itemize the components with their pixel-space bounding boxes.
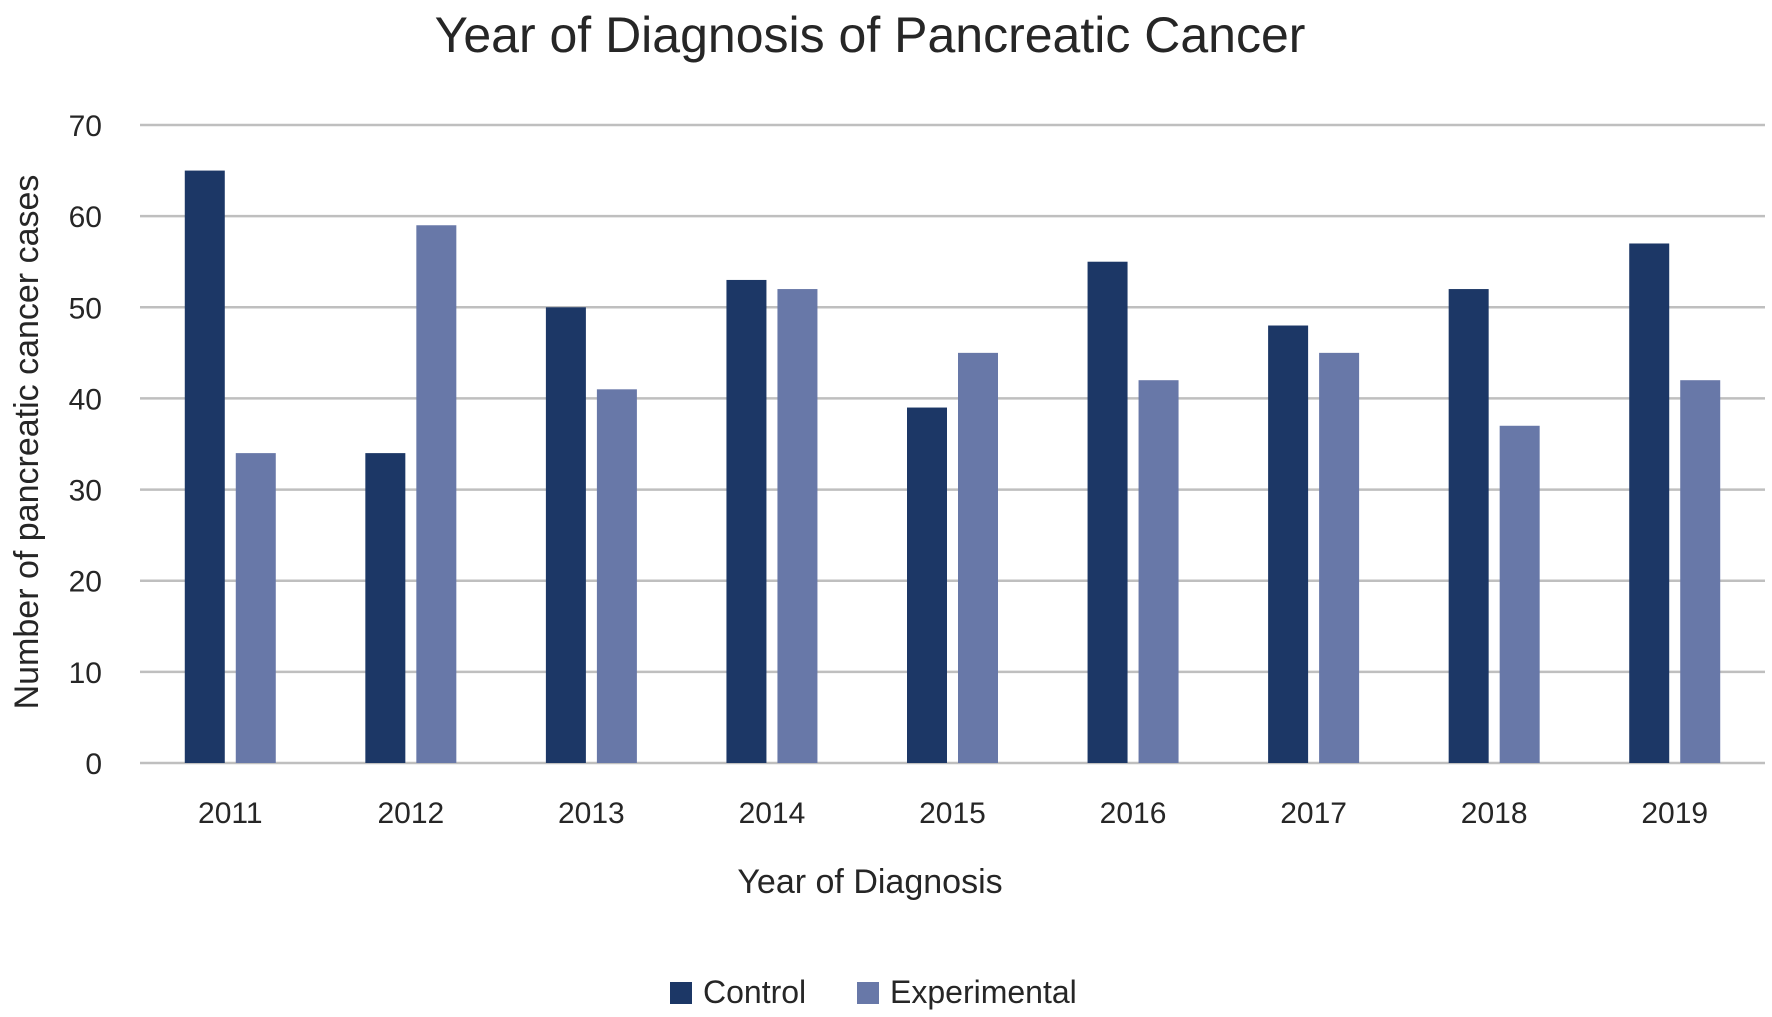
legend-swatch-control (670, 982, 692, 1004)
bar-experimental-2018 (1499, 425, 1540, 763)
chart-title: Year of Diagnosis of Pancreatic Cancer (435, 7, 1306, 63)
x-tick-label: 2017 (1280, 797, 1347, 830)
bar-experimental-2015 (958, 352, 998, 763)
legend: Control Experimental (670, 974, 1077, 1010)
bar-experimental-2013 (596, 389, 637, 763)
bars (184, 170, 1721, 764)
bar-control-2016 (1087, 261, 1128, 763)
y-axis-tick-labels: 0 10 20 30 40 50 60 70 (69, 110, 102, 781)
y-tick-label: 40 (69, 383, 102, 416)
y-tick-label: 0 (85, 748, 102, 781)
gridlines (140, 123, 1765, 765)
bar-experimental-2012 (416, 225, 457, 763)
bar-experimental-2014 (777, 289, 818, 763)
y-tick-label: 20 (69, 566, 102, 599)
bar-experimental-2019 (1680, 380, 1721, 763)
bar-control-2013 (545, 307, 586, 763)
y-tick-label: 10 (69, 657, 102, 690)
bar-control-2012 (365, 453, 406, 763)
x-tick-label: 2015 (919, 797, 986, 830)
x-axis-title: Year of Diagnosis (737, 863, 1002, 901)
y-tick-label: 60 (69, 201, 102, 234)
bar-control-2018 (1448, 289, 1489, 763)
y-axis-title: Number of pancreatic cancer cases (8, 175, 46, 710)
x-tick-label: 2019 (1641, 797, 1708, 830)
x-axis-tick-labels: 2011 2012 2013 2014 2015 2016 2017 2018 2019 (198, 797, 1708, 830)
y-tick-label: 70 (69, 110, 102, 143)
legend-swatch-experimental (857, 982, 879, 1004)
x-tick-label: 2016 (1100, 797, 1167, 830)
x-tick-label: 2011 (198, 797, 263, 830)
x-tick-label: 2014 (739, 797, 806, 830)
x-tick-label: 2018 (1461, 797, 1528, 830)
y-tick-label: 50 (69, 292, 102, 325)
bar-control-2014 (726, 279, 767, 763)
bar-control-2017 (1268, 325, 1309, 763)
bar-experimental-2011 (235, 453, 276, 763)
legend-label-control: Control (703, 974, 806, 1010)
legend-label-experimental: Experimental (890, 974, 1077, 1010)
bar-experimental-2017 (1319, 352, 1360, 763)
bar-control-2011 (184, 170, 225, 764)
y-tick-label: 30 (69, 475, 102, 508)
x-tick-label: 2012 (377, 797, 444, 830)
bar-control-2015 (907, 407, 947, 763)
bar-experimental-2016 (1138, 380, 1179, 763)
x-tick-label: 2013 (558, 797, 625, 830)
bar-control-2019 (1629, 243, 1670, 763)
